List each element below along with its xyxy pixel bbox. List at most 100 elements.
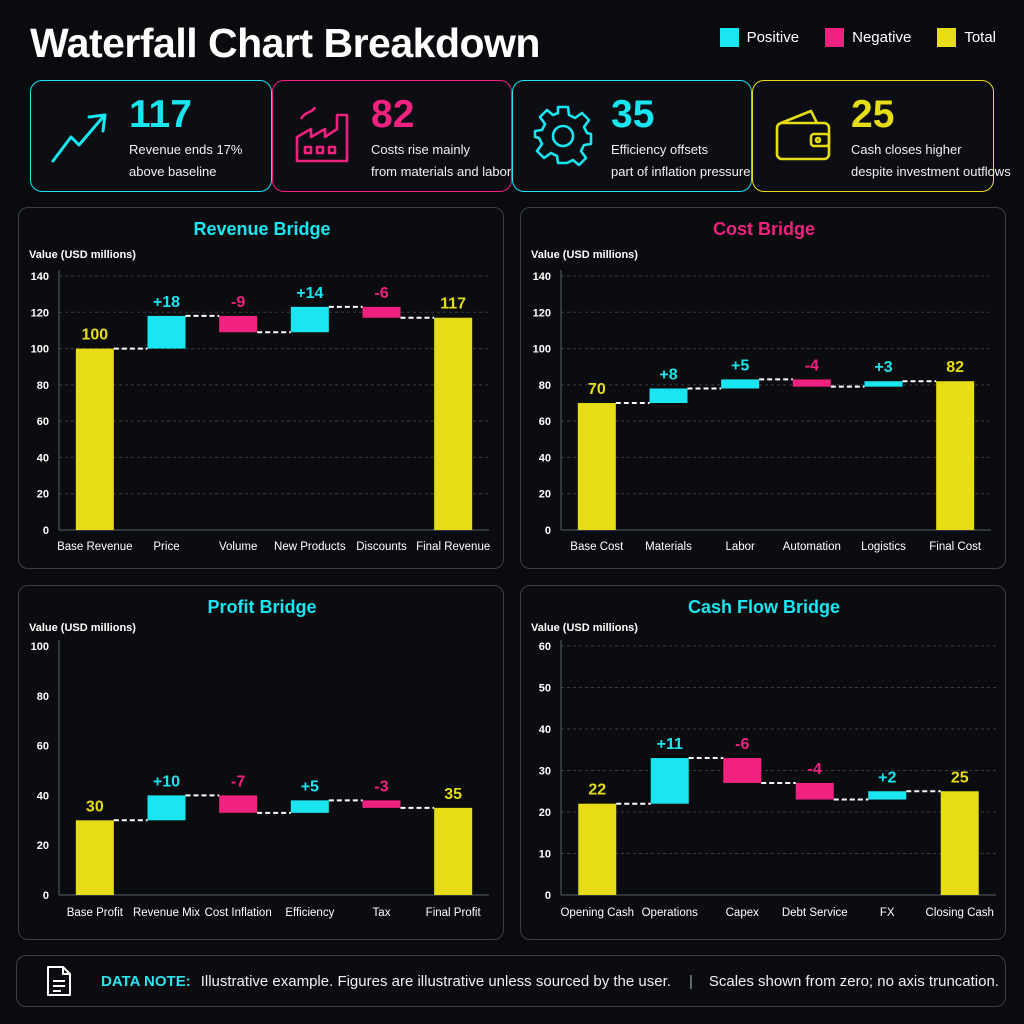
x-tick-label: Labor [725,541,755,553]
kpi-caption-line2: part of inflation pressure [611,164,751,179]
data-label: +10 [153,773,180,790]
legend-item-negative: Negative [825,28,911,47]
legend-label-positive: Positive [746,29,800,46]
kpi-card-cost: 82 Costs rise mainly from materials and … [272,80,512,192]
kpi-value: 25 [851,93,895,136]
data-label: +2 [878,769,896,786]
note-separator: | [688,972,693,990]
y-tick-label: 20 [37,840,49,852]
y-tick-label: 0 [43,525,49,537]
kpi-caption-line2: above baseline [129,164,217,179]
bar-materials [649,388,688,403]
kpi-caption-line1: Efficiency offsets [611,142,709,157]
y-tick-label: 120 [31,307,49,319]
bar-debt-service [795,782,834,800]
x-tick-label: Closing Cash [926,907,994,919]
y-tick-label: 60 [539,416,551,428]
data-label: -3 [374,778,388,795]
x-tick-label: Cost Inflation [205,907,272,919]
data-label: +11 [657,736,683,753]
x-tick-label: Base Profit [67,907,124,919]
y-tick-label: 80 [37,691,49,703]
kpi-card-cash: 25 Cash closes higher despite investment… [752,80,1011,192]
y-tick-label: 20 [539,489,551,501]
bar-labor [721,379,760,389]
data-label: -9 [231,294,245,311]
x-tick-label: Efficiency [285,907,334,919]
chart-title: Profit Bridge [207,597,316,617]
kpi-caption-line1: Costs rise mainly [371,142,470,157]
bar-opening-cash [578,803,617,895]
x-tick-label: Final Profit [426,907,482,919]
bar-base-cost [577,403,616,530]
bar-cost-inflation [219,795,258,813]
data-label: +5 [731,357,749,374]
y-tick-label: 80 [539,380,551,392]
kpi-caption-line1: Cash closes higher [851,142,962,157]
bar-new-products [290,306,329,333]
x-tick-label: Automation [783,541,841,553]
profit-bridge-chart: Profit Bridge Value (USD millions) 0 20 40 60… [29,597,489,919]
x-tick-label: Opening Cash [560,907,634,919]
y-axis-label: Value (USD millions) [29,622,136,634]
chart-panel-profit: Profit Bridge Value (USD millions) 0 20 40 60… [18,585,504,940]
bar-revenue-mix [147,795,186,821]
y-tick-label: 100 [31,641,49,653]
data-note: DATA NOTE: Illustrative example. Figures… [16,955,1006,1007]
x-tick-label: Operations [642,907,699,919]
data-label: +8 [659,366,677,383]
data-label: -6 [735,736,749,753]
legend-item-total: Total [937,28,996,47]
data-label: +14 [296,285,323,302]
y-tick-label: 40 [539,452,551,464]
data-label: 30 [86,798,104,815]
kpi-caption-line1: Revenue ends 17% [129,142,243,157]
y-tick-label: 60 [37,741,49,753]
bar-logistics [864,381,903,387]
data-label: 35 [444,786,462,803]
gear-icon [533,105,593,167]
trend-up-icon [51,113,107,163]
bar-fx [868,791,907,800]
y-tick-label: 10 [539,849,551,861]
legend-label-total: Total [964,29,996,46]
data-label: -4 [808,761,822,778]
chart-title: Revenue Bridge [193,219,330,239]
cash-flow-bridge-chart: Cash Flow Bridge Value (USD millions) 0 10 2… [531,597,996,919]
y-tick-label: 60 [37,416,49,428]
y-axis-label: Value (USD millions) [531,622,638,634]
bar-final-revenue [434,317,473,530]
y-tick-label: 40 [539,724,551,736]
x-tick-label: Base Revenue [57,541,132,553]
bar-price [147,315,186,349]
bar-final-cost [936,381,975,530]
kpi-value: 82 [371,93,415,136]
chart-panel-cash: Cash Flow Bridge Value (USD millions) 0 10 2… [520,585,1006,940]
legend-swatch-negative [825,28,845,47]
bar-final-profit [434,807,473,895]
legend-swatch-positive [719,28,739,47]
bar-capex [723,758,762,783]
cost-bridge-chart: Cost Bridge Value (USD millions) 0 20 40 60 80… [531,219,991,553]
chart-title: Cost Bridge [713,219,815,239]
bar-operations [650,758,689,804]
data-label: +18 [153,294,180,311]
bar-efficiency [290,800,329,813]
data-label: -4 [805,357,819,374]
data-label: 22 [588,782,606,799]
x-tick-label: Revenue Mix [133,907,200,919]
y-tick-label: 80 [37,380,49,392]
y-tick-label: 0 [545,525,551,537]
bar-base-profit [75,820,114,895]
data-label: 100 [81,327,108,344]
y-tick-label: 60 [539,641,551,653]
legend: Positive Negative Total [719,28,996,47]
bar-base-revenue [75,348,114,530]
x-tick-label: FX [880,907,895,919]
y-tick-label: 0 [545,890,551,902]
y-axis-label: Value (USD millions) [29,249,136,261]
bar-automation [792,379,831,387]
x-tick-label: Price [153,541,179,553]
kpi-value: 35 [611,93,655,136]
legend-swatch-total [937,28,957,47]
